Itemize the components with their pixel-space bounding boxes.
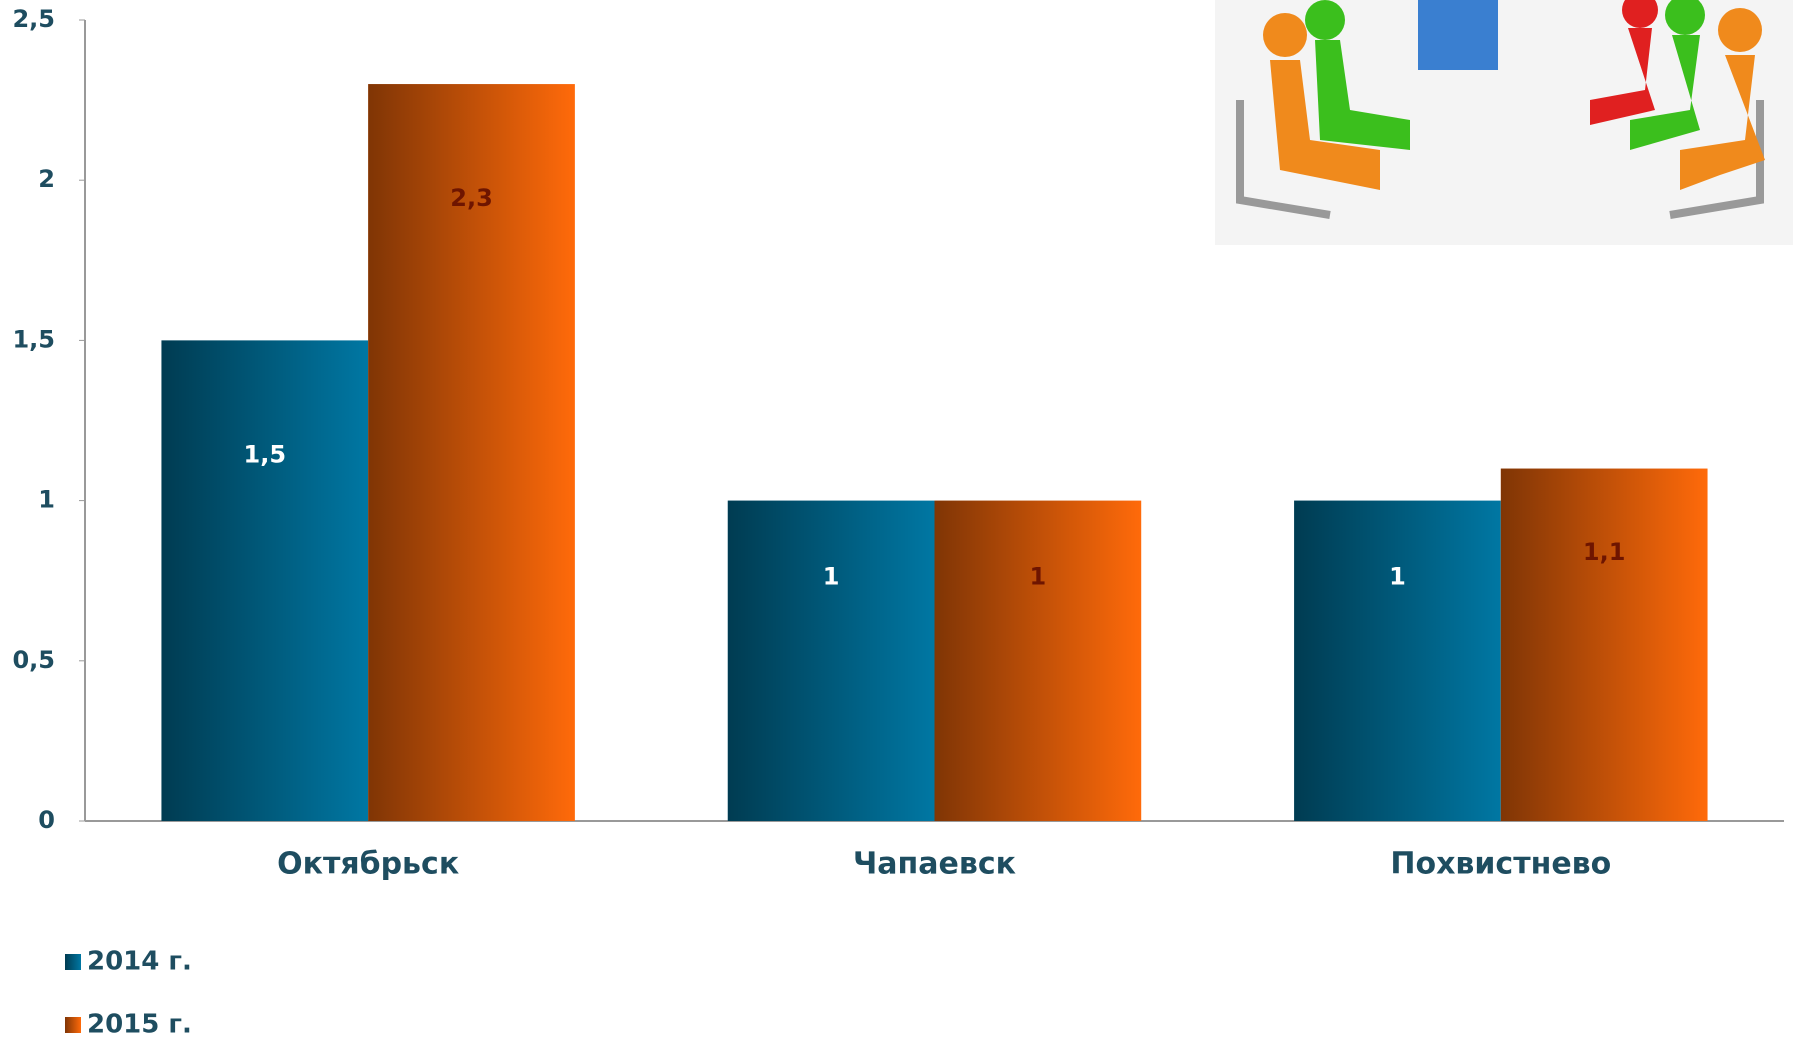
bar-shade — [1294, 500, 1501, 821]
y-tick-label: 0 — [38, 806, 55, 834]
x-tick-label: Похвистнево — [1390, 847, 1611, 882]
legend-swatch-shade — [65, 1017, 81, 1033]
x-tick-label: Чапаевск — [853, 847, 1016, 882]
x-tick-label: Октябрьск — [277, 847, 459, 882]
value-label: 1 — [1030, 562, 1047, 590]
bar-shade — [1500, 468, 1708, 821]
y-tick-label: 1 — [38, 486, 55, 514]
legend-swatch-shade — [65, 954, 81, 970]
y-tick-label: 2 — [38, 165, 55, 193]
value-label: 1 — [1389, 562, 1406, 590]
y-tick-label: 0,5 — [12, 646, 55, 674]
legend-label: 2015 г. — [87, 1010, 192, 1038]
illustration — [1215, 0, 1793, 245]
value-label: 1,1 — [1583, 538, 1626, 566]
legend-label: 2014 г. — [87, 947, 192, 977]
bar-shade — [161, 340, 369, 821]
bar-shade — [934, 500, 1142, 821]
value-label: 1,5 — [244, 440, 287, 468]
bar-shade — [368, 84, 575, 821]
y-tick-label: 2,5 — [12, 5, 55, 33]
value-label: 1 — [823, 562, 840, 590]
y-tick-label: 1,5 — [12, 325, 55, 353]
value-label: 2,3 — [450, 184, 493, 212]
bar-shade — [727, 500, 935, 821]
